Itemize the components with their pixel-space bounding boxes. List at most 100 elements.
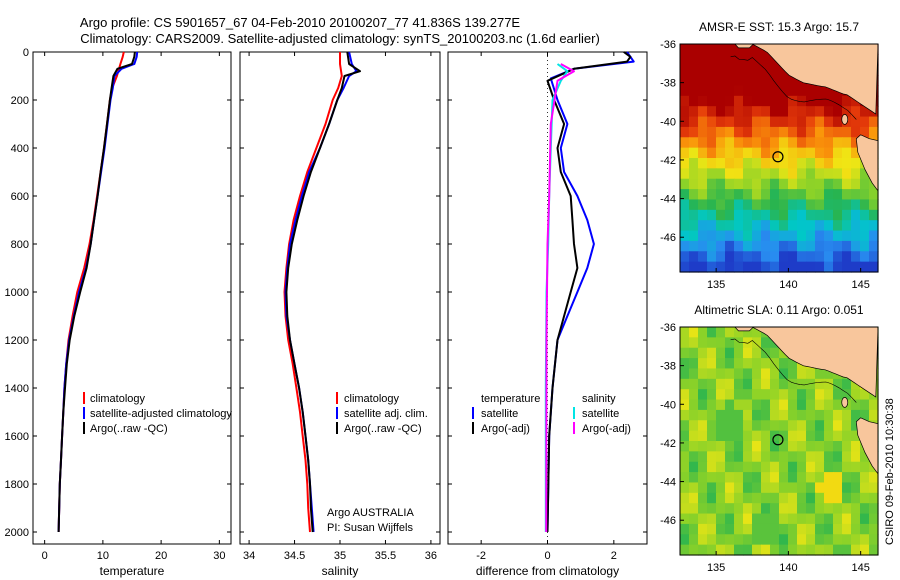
map-cell (779, 75, 789, 87)
map-cell (788, 544, 798, 556)
map-cell (860, 399, 870, 411)
map-cell (689, 116, 699, 128)
map-cell (761, 523, 771, 535)
map-cell (851, 430, 861, 442)
map-cell (689, 544, 699, 556)
map-cell (743, 116, 753, 128)
y-tick-label: -36 (660, 322, 676, 334)
map-cell (743, 337, 753, 349)
map-cell (680, 95, 690, 107)
map-cell (797, 168, 807, 180)
map-cell (833, 544, 843, 556)
map-cell (734, 54, 744, 66)
map-cell (779, 544, 789, 556)
map-cell (770, 106, 780, 118)
map-cell (698, 126, 708, 138)
map-cell (716, 85, 726, 97)
map-cell (788, 189, 798, 201)
map-cell (806, 482, 816, 494)
map-cell (824, 147, 834, 159)
map-cell (689, 85, 699, 97)
map-cell (698, 492, 708, 504)
map-cell (761, 513, 771, 525)
map-cell (716, 158, 726, 169)
map-cell (752, 523, 762, 535)
map-cell (788, 482, 798, 494)
map-cell (788, 378, 798, 390)
map-cell (797, 461, 807, 473)
map-cell (743, 75, 753, 87)
map-cell (869, 399, 879, 411)
map-cell (815, 209, 825, 221)
map-cell (707, 389, 717, 401)
map-cell (815, 409, 825, 421)
map-cell (842, 513, 852, 525)
map-cell (797, 116, 807, 128)
map-cell (833, 513, 843, 525)
map-cell (761, 116, 771, 128)
map-cell (716, 472, 726, 484)
map-cell (761, 337, 771, 349)
map-cell (806, 472, 816, 484)
map-cell (716, 420, 726, 432)
map-cell (779, 492, 789, 504)
map-cell (806, 85, 816, 97)
map-cell (824, 209, 834, 221)
map-cell (716, 178, 726, 190)
map-cell (707, 147, 717, 159)
map-cell (689, 95, 699, 107)
map-cell (734, 409, 744, 421)
map-cell (698, 85, 708, 97)
legend-label-satellite-adjusted: satellite-adjusted climatology (90, 408, 232, 420)
map-cell (752, 106, 762, 118)
map-cell (743, 430, 753, 442)
map-cell (689, 389, 699, 401)
map-cell (797, 209, 807, 221)
map-cell (743, 209, 753, 221)
map-cell (716, 378, 726, 390)
map-cell (851, 199, 861, 211)
map-cell (716, 389, 726, 401)
map-cell (779, 523, 789, 535)
map-cell (770, 389, 780, 401)
map-cell (725, 75, 735, 87)
map-cell (680, 409, 690, 421)
map-cell (680, 209, 690, 221)
map-cell (833, 451, 843, 463)
y-tick-label: 1200 (5, 335, 29, 347)
map-cell (716, 240, 726, 252)
map-cell (725, 95, 735, 107)
map-cell (698, 523, 708, 535)
map-cell (806, 95, 816, 107)
map-cell (788, 220, 798, 232)
map-cell (770, 368, 780, 380)
y-tick-label: -46 (660, 232, 676, 244)
map-cell (734, 126, 744, 138)
map-cell (707, 378, 717, 390)
map-cell (833, 378, 843, 390)
map-cell (833, 251, 843, 263)
map-cell (806, 399, 816, 411)
map-cell (743, 327, 753, 338)
map-cell (806, 251, 816, 263)
map-cell (842, 451, 852, 463)
sst-map-title: AMSR-E SST: 15.3 Argo: 15.7 (699, 20, 859, 34)
map-cell (761, 409, 771, 421)
y-tick-label: 200 (11, 95, 29, 107)
y-tick-label: -44 (660, 194, 676, 206)
x-tick-label: 2 (611, 550, 617, 562)
y-tick-label: 1400 (5, 383, 29, 395)
map-cell (734, 337, 744, 349)
map-cell (716, 368, 726, 380)
map-cell (806, 240, 816, 252)
map-frame (679, 43, 879, 273)
map-cell (806, 513, 816, 525)
map-cell (752, 147, 762, 159)
map-cell (689, 147, 699, 159)
map-cell (842, 220, 852, 232)
map-cell (725, 126, 735, 138)
map-cell (734, 544, 744, 556)
map-cell (842, 251, 852, 263)
map-cell (761, 199, 771, 211)
map-cell (698, 472, 708, 484)
